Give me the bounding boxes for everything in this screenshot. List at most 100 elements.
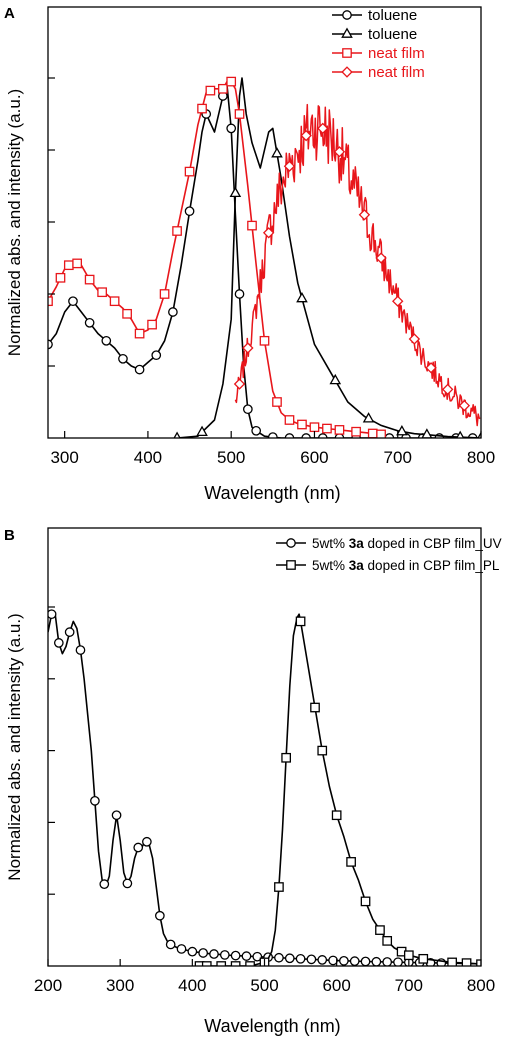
data-point-1-0 xyxy=(209,949,219,959)
x-tick-label: 800 xyxy=(467,976,495,995)
data-point-1-1 xyxy=(331,810,342,821)
data-point-0-3 xyxy=(283,160,296,172)
data-point-0-2 xyxy=(48,296,53,307)
data-point-1-1 xyxy=(360,896,371,907)
x-tick-label: 500 xyxy=(250,976,278,995)
data-point-0-0 xyxy=(267,432,278,438)
plot-area xyxy=(48,76,481,438)
legend-marker xyxy=(286,538,296,548)
series-line-1-1 xyxy=(199,613,481,966)
data-point-0-3 xyxy=(233,378,246,390)
data-point-0-2 xyxy=(367,428,378,438)
legend-label-part: 5wt% xyxy=(312,536,349,551)
data-point-0-1 xyxy=(456,430,465,438)
legend-marker xyxy=(342,10,352,20)
data-point-1-1 xyxy=(317,745,328,756)
panel-label: B xyxy=(4,527,15,544)
data-point-1-0 xyxy=(155,910,165,921)
data-point-0-2 xyxy=(334,425,345,435)
data-point-1-1 xyxy=(418,953,429,964)
legend-marker xyxy=(341,66,353,78)
data-point-0-2 xyxy=(172,226,182,236)
data-point-1-1 xyxy=(375,925,385,935)
data-point-0-3 xyxy=(242,342,254,354)
panel-label: A xyxy=(4,5,15,22)
data-point-0-3 xyxy=(262,227,275,239)
data-point-0-3 xyxy=(425,362,437,374)
data-point-0-1 xyxy=(477,431,481,438)
data-point-0-2 xyxy=(63,260,74,271)
data-point-0-2 xyxy=(297,419,307,430)
data-point-0-3 xyxy=(392,295,404,307)
data-point-0-2 xyxy=(218,83,228,94)
data-point-1-0 xyxy=(133,842,144,853)
data-point-0-2 xyxy=(84,274,95,285)
x-tick-label: 300 xyxy=(106,976,134,995)
legend-marker xyxy=(342,48,352,58)
data-point-0-0 xyxy=(168,307,178,317)
data-point-1-1 xyxy=(274,882,284,892)
data-point-0-1 xyxy=(296,291,308,303)
data-point-0-2 xyxy=(351,426,361,437)
data-point-0-1 xyxy=(196,425,208,437)
legend-label-part: doped in CBP film_UV xyxy=(364,536,502,551)
data-point-1-0 xyxy=(219,950,230,960)
data-point-1-0 xyxy=(165,939,176,950)
data-point-0-3 xyxy=(375,252,387,264)
data-point-0-2 xyxy=(109,296,120,307)
data-point-0-2 xyxy=(234,109,245,119)
data-point-0-0 xyxy=(48,339,53,350)
data-point-1-1 xyxy=(461,958,472,966)
data-point-0-3 xyxy=(408,333,421,345)
data-point-1-0 xyxy=(198,948,209,958)
data-point-1-0 xyxy=(99,879,110,889)
data-point-1-0 xyxy=(53,638,64,648)
legend: 5wt% 3a doped in CBP film_UV 5wt% 3a dope… xyxy=(276,536,502,573)
data-point-0-1 xyxy=(229,186,242,198)
data-point-0-3 xyxy=(458,399,471,412)
data-point-1-0 xyxy=(371,956,382,966)
data-point-0-0 xyxy=(68,296,78,307)
chart-panel-a: A 300 400 500 600 700 800 Wavelength (nm) Normal… xyxy=(4,5,495,503)
data-point-1-1 xyxy=(310,702,320,713)
data-point-1-0 xyxy=(284,953,295,964)
data-point-0-3 xyxy=(300,129,312,142)
data-point-1-0 xyxy=(241,951,252,961)
data-point-0-0 xyxy=(251,425,262,436)
legend-label-part: 3a xyxy=(349,536,365,551)
data-point-1-0 xyxy=(349,956,360,966)
data-point-1-0 xyxy=(360,956,371,966)
data-point-1-1 xyxy=(403,950,414,961)
data-point-0-3 xyxy=(317,122,329,135)
data-point-1-0 xyxy=(176,944,187,954)
chart-panel-b: B 200 300 400 500 600 700 800 Wavelength (nm) Nor… xyxy=(4,527,502,1036)
data-point-0-1 xyxy=(173,431,181,438)
x-tick-label: 700 xyxy=(395,976,423,995)
legend-label: neat film xyxy=(368,64,425,81)
data-point-1-0 xyxy=(393,957,403,966)
data-point-0-0 xyxy=(151,350,162,361)
data-point-0-2 xyxy=(159,289,170,299)
series-line-0-1 xyxy=(177,77,481,438)
data-point-1-0 xyxy=(306,954,317,965)
data-point-0-2 xyxy=(284,415,295,425)
data-point-1-0 xyxy=(142,836,152,847)
data-point-1-0 xyxy=(48,609,57,620)
data-point-1-0 xyxy=(339,955,349,966)
data-point-0-3 xyxy=(333,146,346,158)
data-point-1-1 xyxy=(295,616,306,627)
data-point-0-2 xyxy=(72,258,82,269)
legend-label: 5wt% 3a doped in CBP film_PL xyxy=(312,558,500,573)
data-point-0-2 xyxy=(309,422,320,433)
legend-label: neat film xyxy=(368,45,425,62)
data-point-0-2 xyxy=(197,103,207,114)
legend-label: toluene xyxy=(368,26,417,43)
data-point-0-2 xyxy=(97,287,107,298)
data-point-0-0 xyxy=(234,289,245,299)
data-point-0-0 xyxy=(101,335,112,346)
data-point-1-0 xyxy=(230,950,241,961)
x-tick-label: 400 xyxy=(134,448,162,467)
data-point-1-0 xyxy=(317,955,328,965)
data-point-0-2 xyxy=(259,335,270,346)
data-point-0-0 xyxy=(184,206,195,217)
